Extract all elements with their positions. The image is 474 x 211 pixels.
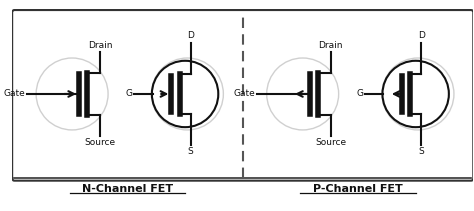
Text: Source: Source	[85, 138, 116, 147]
Text: D: D	[418, 31, 425, 41]
Text: N-Channel FET: N-Channel FET	[82, 184, 173, 193]
Text: Gate: Gate	[234, 89, 255, 99]
Text: G: G	[356, 89, 364, 99]
Text: G: G	[126, 89, 133, 99]
Text: D: D	[187, 31, 194, 41]
Text: S: S	[188, 147, 193, 157]
FancyBboxPatch shape	[12, 10, 474, 181]
Text: Gate: Gate	[3, 89, 25, 99]
Text: S: S	[419, 147, 424, 157]
Text: Source: Source	[315, 138, 346, 147]
Text: Drain: Drain	[319, 41, 343, 50]
Text: P-Channel FET: P-Channel FET	[313, 184, 403, 193]
Text: Drain: Drain	[88, 41, 112, 50]
